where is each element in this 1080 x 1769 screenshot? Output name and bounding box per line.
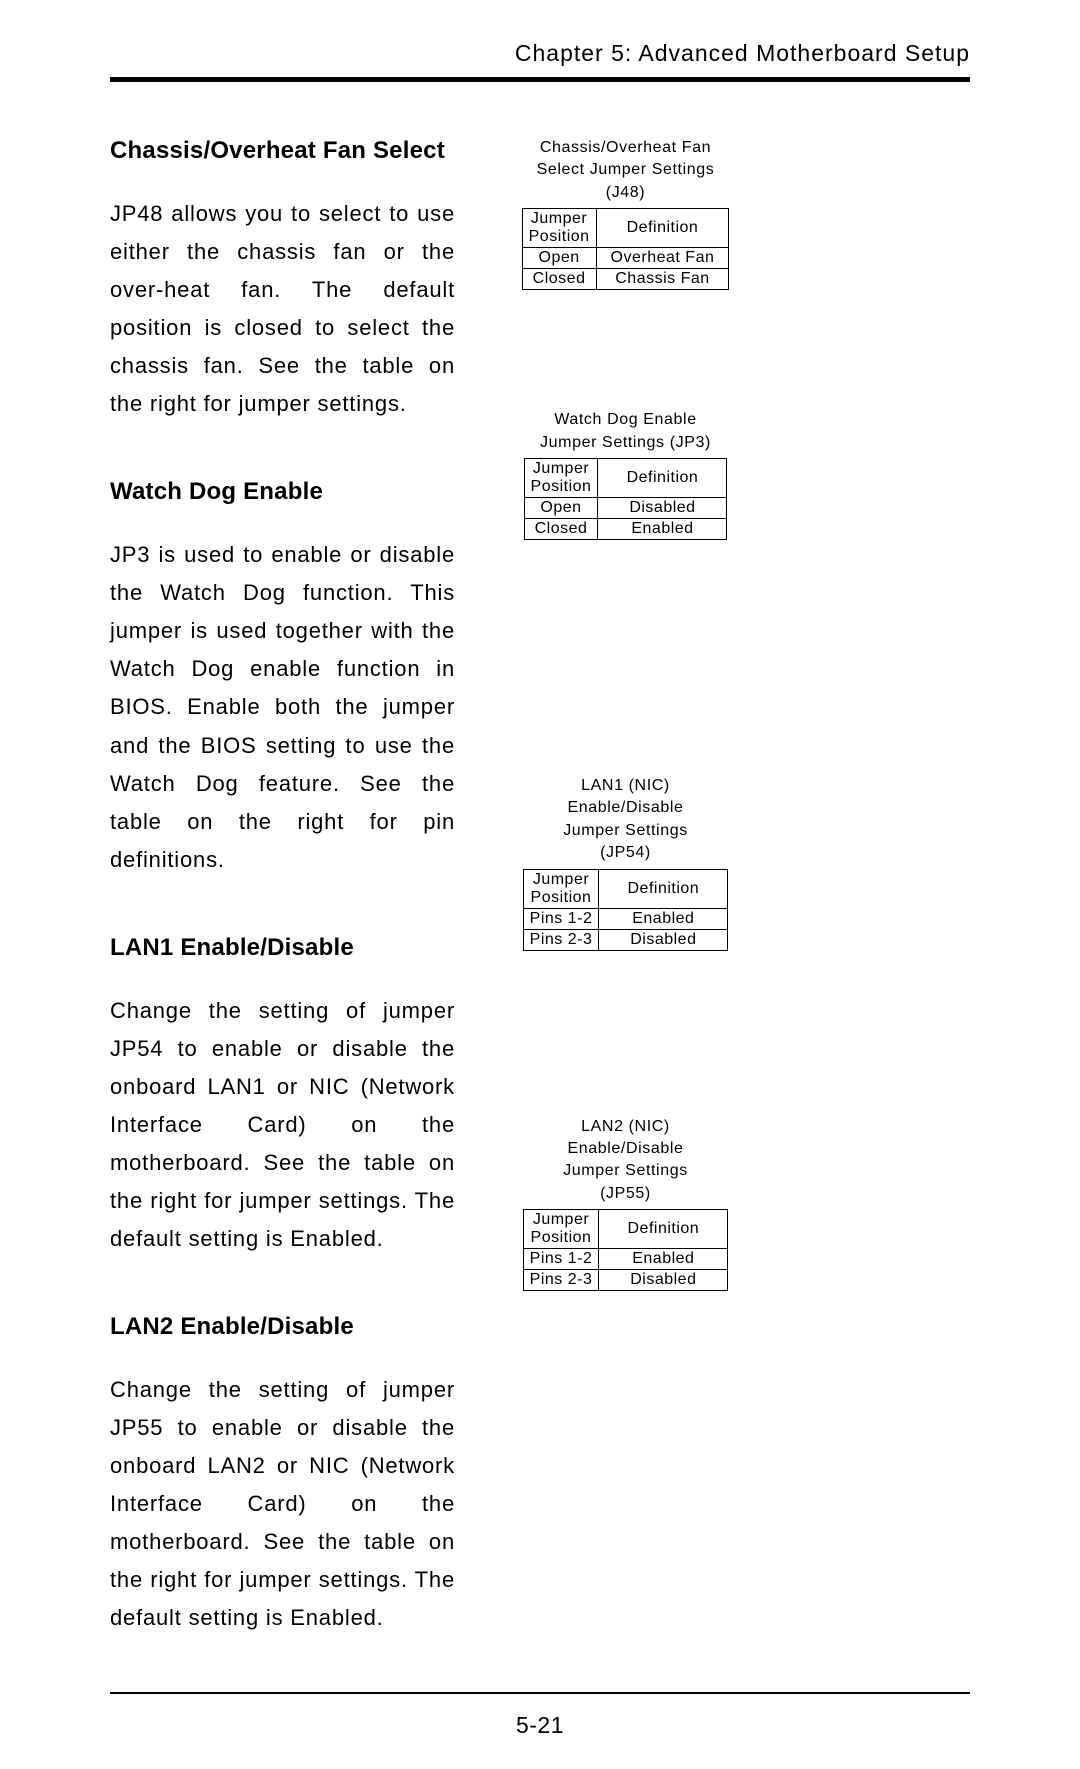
table-cell: Jumper Position <box>523 1210 599 1249</box>
caption-line: Watch Dog Enable <box>554 411 696 428</box>
table-cell: Disabled <box>599 1270 728 1291</box>
table-cell: Overheat Fan <box>596 248 729 269</box>
section-watch-dog: Watch Dog Enable JP3 is used to enable o… <box>110 478 455 878</box>
table-row: Jumper Position Definition <box>522 209 729 248</box>
section-body: Change the setting of jumper JP54 to ena… <box>110 992 455 1258</box>
table-cell: Definition <box>596 209 729 248</box>
spacer <box>493 1006 758 1116</box>
table-caption: Watch Dog Enable Jumper Settings (JP3) <box>493 409 758 454</box>
table-cell: Enabled <box>599 1249 728 1270</box>
section-heading: LAN1 Enable/Disable <box>110 934 455 962</box>
table-caption: LAN2 (NIC) Enable/Disable Jumper Setting… <box>493 1116 758 1206</box>
section-heading: Chassis/Overheat Fan Select <box>110 137 455 165</box>
section-lan2: LAN2 Enable/Disable Change the setting o… <box>110 1313 455 1637</box>
jumper-table: Jumper Position Definition Open Overheat… <box>522 208 730 290</box>
table-caption: LAN1 (NIC) Enable/Disable Jumper Setting… <box>493 775 758 865</box>
table-cell: Jumper Position <box>522 209 596 248</box>
caption-line: Jumper Settings <box>563 1162 688 1179</box>
table-row: Jumper Position Definition <box>523 1210 728 1249</box>
page-header: Chapter 5: Advanced Motherboard Setup <box>110 40 970 73</box>
col-head-line: Position <box>531 889 592 906</box>
section-heading: Watch Dog Enable <box>110 478 455 506</box>
col-head-line: Jumper <box>533 871 589 888</box>
col-head-line: Jumper <box>533 1211 589 1228</box>
table-caption: Chassis/Overheat Fan Select Jumper Setti… <box>493 137 758 204</box>
caption-line: (J48) <box>606 184 645 201</box>
table-cell: Definition <box>599 869 728 908</box>
col-head-line: Position <box>529 228 590 245</box>
caption-line: Chassis/Overheat Fan <box>540 139 711 156</box>
section-body: JP48 allows you to select to use either … <box>110 195 455 423</box>
footer-rule <box>110 1692 970 1694</box>
table-cell: Jumper Position <box>524 458 598 497</box>
section-body: Change the setting of jumper JP55 to ena… <box>110 1371 455 1637</box>
col-head-line: Jumper <box>531 210 587 227</box>
table-row: Open Disabled <box>524 497 727 518</box>
jumper-table: Jumper Position Definition Open Disabled… <box>524 458 728 540</box>
page: Chapter 5: Advanced Motherboard Setup Ch… <box>0 0 1080 1769</box>
section-chassis-fan: Chassis/Overheat Fan Select JP48 allows … <box>110 137 455 423</box>
right-column: Chassis/Overheat Fan Select Jumper Setti… <box>493 137 758 1637</box>
caption-line: Enable/Disable <box>567 799 683 816</box>
table-cell: Pins 2-3 <box>523 929 599 950</box>
table-cell: Disabled <box>598 497 727 518</box>
col-head-line: Jumper <box>533 460 589 477</box>
table-chassis-fan: Chassis/Overheat Fan Select Jumper Setti… <box>493 137 758 290</box>
table-cell: Jumper Position <box>523 869 599 908</box>
table-lan2: LAN2 (NIC) Enable/Disable Jumper Setting… <box>493 1116 758 1292</box>
table-cell: Closed <box>524 518 598 539</box>
section-body: JP3 is used to enable or disable the Wat… <box>110 536 455 878</box>
header-rule <box>110 77 970 82</box>
left-column: Chassis/Overheat Fan Select JP48 allows … <box>110 137 455 1637</box>
table-row: Pins 1-2 Enabled <box>523 908 728 929</box>
caption-line: Enable/Disable <box>567 1140 683 1157</box>
table-cell: Definition <box>599 1210 728 1249</box>
table-cell: Open <box>524 497 598 518</box>
caption-line: (JP54) <box>600 844 651 861</box>
table-cell: Enabled <box>598 518 727 539</box>
page-number: 5-21 <box>110 1712 970 1739</box>
table-row: Jumper Position Definition <box>523 869 728 908</box>
table-cell: Open <box>522 248 596 269</box>
jumper-table: Jumper Position Definition Pins 1-2 Enab… <box>523 869 729 951</box>
section-lan1: LAN1 Enable/Disable Change the setting o… <box>110 934 455 1258</box>
table-cell: Definition <box>598 458 727 497</box>
table-row: Open Overheat Fan <box>522 248 729 269</box>
spacer <box>493 595 758 775</box>
caption-line: Jumper Settings (JP3) <box>540 434 711 451</box>
caption-line: Jumper Settings <box>563 822 688 839</box>
table-cell: Closed <box>522 269 596 290</box>
table-cell: Pins 1-2 <box>523 908 599 929</box>
table-row: Closed Chassis Fan <box>522 269 729 290</box>
caption-line: LAN2 (NIC) <box>581 1118 670 1135</box>
jumper-table: Jumper Position Definition Pins 1-2 Enab… <box>523 1209 729 1291</box>
caption-line: Select Jumper Settings <box>537 161 715 178</box>
caption-line: (JP55) <box>600 1185 651 1202</box>
table-row: Pins 1-2 Enabled <box>523 1249 728 1270</box>
table-row: Pins 2-3 Disabled <box>523 929 728 950</box>
caption-line: LAN1 (NIC) <box>581 777 670 794</box>
table-cell: Pins 1-2 <box>523 1249 599 1270</box>
col-head-line: Position <box>531 478 592 495</box>
table-cell: Disabled <box>599 929 728 950</box>
table-cell: Chassis Fan <box>596 269 729 290</box>
table-cell: Pins 2-3 <box>523 1270 599 1291</box>
table-row: Pins 2-3 Disabled <box>523 1270 728 1291</box>
table-row: Jumper Position Definition <box>524 458 727 497</box>
section-heading: LAN2 Enable/Disable <box>110 1313 455 1341</box>
table-watch-dog: Watch Dog Enable Jumper Settings (JP3) J… <box>493 409 758 540</box>
col-head-line: Position <box>531 1229 592 1246</box>
table-cell: Enabled <box>599 908 728 929</box>
table-lan1: LAN1 (NIC) Enable/Disable Jumper Setting… <box>493 775 758 951</box>
content-columns: Chassis/Overheat Fan Select JP48 allows … <box>110 137 970 1637</box>
table-row: Closed Enabled <box>524 518 727 539</box>
spacer <box>493 345 758 409</box>
